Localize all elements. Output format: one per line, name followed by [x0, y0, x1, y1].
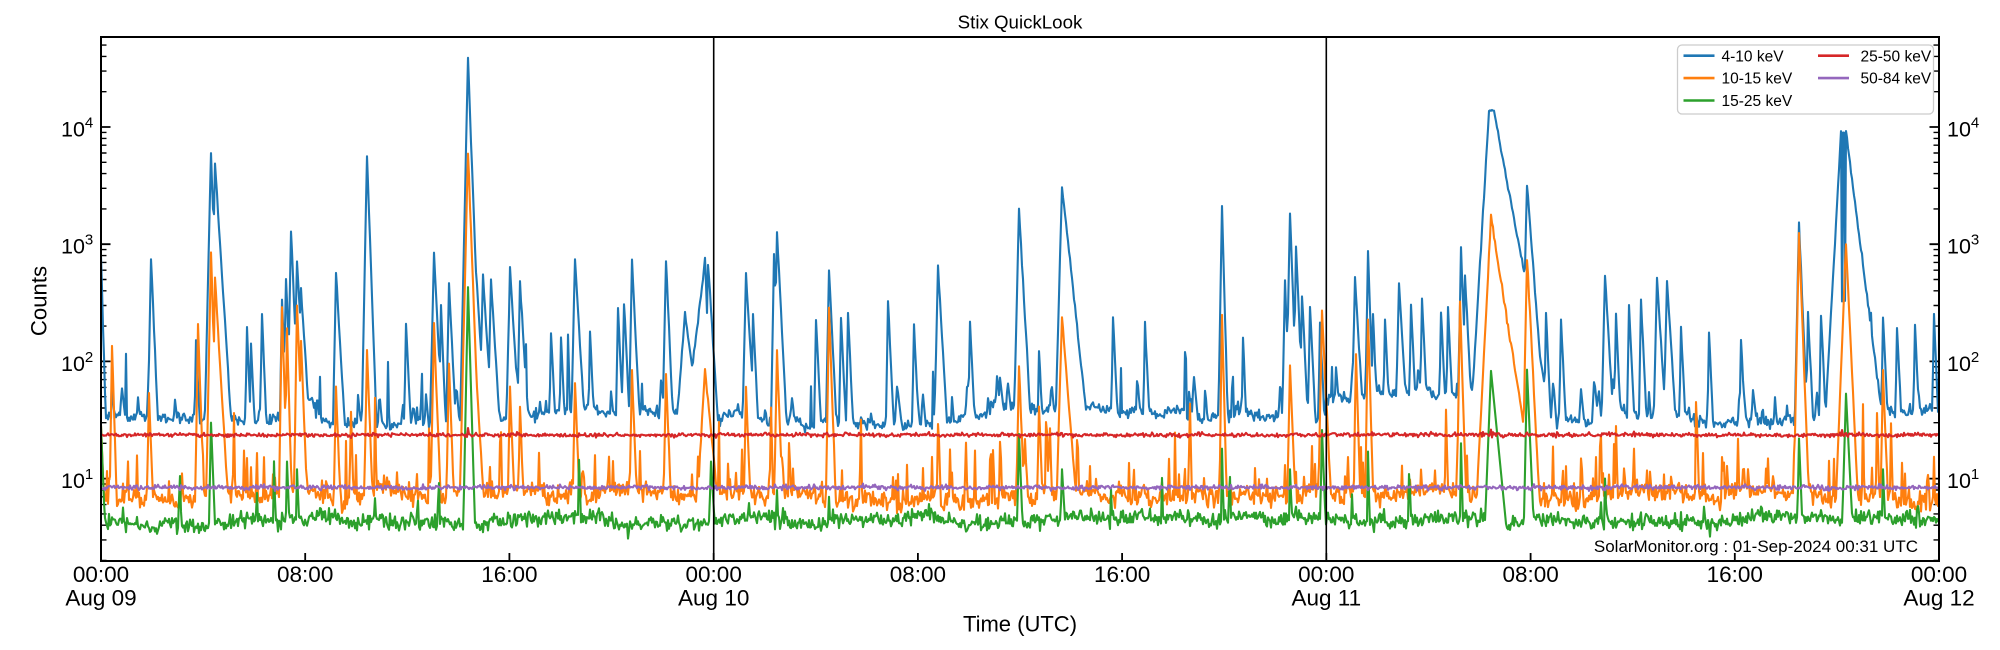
svg-text:16:00: 16:00	[481, 562, 537, 587]
svg-text:16:00: 16:00	[1094, 562, 1150, 587]
svg-text:104: 104	[61, 115, 93, 142]
svg-text:00:00: 00:00	[1298, 562, 1354, 587]
svg-text:10-15 keV: 10-15 keV	[1722, 71, 1793, 88]
svg-text:16:00: 16:00	[1707, 562, 1763, 587]
svg-text:15-25 keV: 15-25 keV	[1722, 93, 1793, 110]
svg-text:Aug 09: Aug 09	[65, 586, 136, 611]
svg-text:25-50 keV: 25-50 keV	[1861, 48, 1932, 65]
svg-text:00:00: 00:00	[1911, 562, 1967, 587]
svg-text:Counts: Counts	[27, 266, 52, 336]
svg-text:Time (UTC): Time (UTC)	[963, 611, 1077, 636]
svg-text:Aug 12: Aug 12	[1903, 586, 1974, 611]
svg-text:Stix QuickLook: Stix QuickLook	[958, 11, 1083, 32]
svg-text:50-84 keV: 50-84 keV	[1861, 71, 1932, 88]
svg-text:SolarMonitor.org : 01-Sep-2024: SolarMonitor.org : 01-Sep-2024 00:31 UTC	[1594, 537, 1918, 556]
svg-text:Aug 11: Aug 11	[1291, 586, 1361, 611]
svg-text:Aug 10: Aug 10	[678, 586, 749, 611]
svg-text:00:00: 00:00	[73, 562, 129, 587]
svg-text:08:00: 08:00	[277, 562, 333, 587]
svg-text:08:00: 08:00	[1502, 562, 1558, 587]
svg-text:00:00: 00:00	[686, 562, 742, 587]
svg-text:08:00: 08:00	[890, 562, 946, 587]
svg-text:4-10 keV: 4-10 keV	[1722, 48, 1785, 65]
